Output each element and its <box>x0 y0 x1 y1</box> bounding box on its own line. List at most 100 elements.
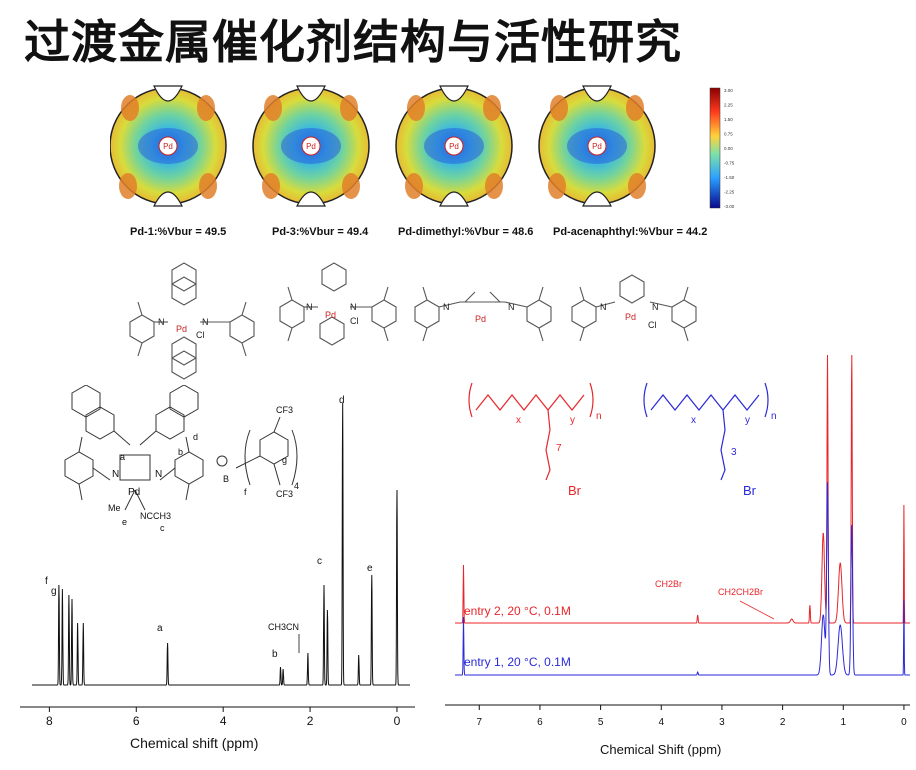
map-label-1: Pd-1:%Vbur = 49.5 <box>130 226 227 238</box>
cationic-complex-structure <box>64 385 298 511</box>
steric-map-2: Pd <box>252 85 370 207</box>
mol-label-e: e <box>122 517 127 527</box>
atom-n-4: N <box>350 302 357 312</box>
map-label-3: Pd-dimethyl:%Vbur = 48.6 <box>398 226 534 238</box>
blue-label-br: Br <box>743 483 757 498</box>
colorbar <box>709 87 721 209</box>
peak-label-c: c <box>317 556 322 567</box>
atom-n-7: N <box>600 302 607 312</box>
atom-n-3: N <box>306 302 313 312</box>
left-spectrum-line <box>32 402 410 686</box>
colorbar-tick: 1.50 <box>724 117 733 122</box>
map-label-4: Pd-acenaphthyl:%Vbur = 44.2 <box>553 226 708 238</box>
atom-pd-1: Pd <box>176 324 187 334</box>
left-x-tick-label: 2 <box>307 714 314 728</box>
steric-map-1: Pd <box>110 85 227 207</box>
peak-label-ch3cn: CH3CN <box>268 622 299 632</box>
atom-cl-2: Cl <box>350 316 359 326</box>
right-x-tick-label: 4 <box>658 717 664 728</box>
colorbar-tick: -3.00 <box>724 204 735 209</box>
red-label-y: y <box>570 415 575 426</box>
red-label-x: x <box>516 415 521 426</box>
colorbar-tick: 0.00 <box>724 146 733 151</box>
colorbar-tick: 0.75 <box>724 132 733 137</box>
right-x-tick-label: 7 <box>476 717 482 728</box>
entry-2-label: entry 2, 20 °C, 0.1M <box>464 604 571 618</box>
mol-label-a: a <box>120 452 125 462</box>
mol-label-c: c <box>160 523 165 533</box>
left-x-axis-label: Chemical shift (ppm) <box>130 735 258 751</box>
right-x-tick-label: 2 <box>780 717 786 728</box>
mol-label-cf3-bottom: CF3 <box>276 489 293 499</box>
peak-label-g: g <box>51 586 57 597</box>
annotation-arrow <box>739 600 775 620</box>
mol-label-n1: N <box>112 469 119 480</box>
left-x-tick-label: 0 <box>394 714 401 728</box>
slide-title: 过渡金属催化剂结构与活性研究 <box>24 15 682 69</box>
right-x-tick-label: 6 <box>537 717 543 728</box>
structure-pd-dimethyl <box>414 286 552 342</box>
structure-pd1 <box>129 262 255 380</box>
mol-label-sub4: 4 <box>294 481 299 491</box>
colorbar-tick: -1.50 <box>724 175 735 180</box>
atom-pd-4: Pd <box>625 312 636 322</box>
right-x-tick-label: 3 <box>719 717 725 728</box>
red-spectrum-line <box>455 355 910 624</box>
red-label-br: Br <box>568 483 582 498</box>
steric-map-3: Pd <box>395 85 513 207</box>
annotation-ch2br: CH2Br <box>655 579 682 589</box>
steric-map-4: Pd <box>538 85 656 207</box>
catalyst-structures: N N Pd Cl N N Pd Cl N N Pd N N Pd Cl <box>129 262 697 380</box>
mol-label-me: Me <box>108 503 121 513</box>
atom-n-8: N <box>652 302 659 312</box>
atom-cl-1: Cl <box>196 330 205 340</box>
mol-label-b-anion: B <box>223 474 229 484</box>
left-x-tick-label: 6 <box>133 714 140 728</box>
atom-n-2: N <box>202 317 209 327</box>
map-center-label: Pd <box>592 142 602 151</box>
colorbar-tick: 2.25 <box>724 103 733 108</box>
mol-label-cf3-top: CF3 <box>276 405 293 415</box>
peak-label-a: a <box>157 623 163 634</box>
colorbar-tick: 3.00 <box>724 88 733 93</box>
red-label-sub7: 7 <box>556 443 562 454</box>
left-x-tick-label: 4 <box>220 714 227 728</box>
colorbar-tick: -0.75 <box>724 161 735 166</box>
mol-label-n2: N <box>155 469 162 480</box>
peak-label-b: b <box>272 649 278 660</box>
map-center-label: Pd <box>163 142 173 151</box>
atom-n-6: N <box>508 302 515 312</box>
map-center-label: Pd <box>306 142 316 151</box>
right-nmr-spectrum: x y n 7 Br x y n 3 Br entry 2, 20 °C, 0.… <box>445 355 910 757</box>
left-x-tick-label: 8 <box>46 714 53 728</box>
mol-label-f: f <box>244 487 247 497</box>
blue-label-y: y <box>745 415 750 426</box>
blue-label-n: n <box>771 411 777 422</box>
atom-pd-3: Pd <box>475 314 486 324</box>
mol-label-d: d <box>193 432 198 442</box>
steric-maps-panel: Pd Pd Pd Pd 3.00 2.25 1.50 0.75 0.00 -0.75 -1.50 -… <box>110 85 735 209</box>
structure-pd3 <box>279 262 397 346</box>
atom-cl-4: Cl <box>648 320 657 330</box>
peak-label-f: f <box>45 576 48 587</box>
peak-label-d: d <box>339 395 345 406</box>
atom-n-5: N <box>443 302 450 312</box>
right-x-axis-label: Chemical Shift (ppm) <box>600 742 721 757</box>
polymer-structure-red <box>468 382 594 481</box>
mol-label-g: g <box>282 455 287 465</box>
atom-n-1: N <box>158 317 165 327</box>
annotation-ch2ch2br: CH2CH2Br <box>718 587 763 597</box>
mol-label-ncch3: NCCH3 <box>140 511 171 521</box>
left-nmr-spectrum: N N Pd Me NCCH3 a b d e c B CF3 CF3 f g … <box>20 385 415 751</box>
blue-label-x: x <box>691 415 696 426</box>
blue-label-sub3: 3 <box>731 447 737 458</box>
structure-pd-acenaphthyl <box>571 274 697 342</box>
right-x-tick-label: 5 <box>598 717 604 728</box>
peak-label-e: e <box>367 563 373 574</box>
entry-1-label: entry 1, 20 °C, 0.1M <box>464 655 571 669</box>
map-label-2: Pd-3:%Vbur = 49.4 <box>272 226 369 238</box>
right-x-tick-label: 0 <box>901 717 907 728</box>
mol-label-pd: Pd <box>128 487 140 498</box>
mol-label-b: b <box>178 447 183 457</box>
colorbar-tick: -2.25 <box>724 190 735 195</box>
